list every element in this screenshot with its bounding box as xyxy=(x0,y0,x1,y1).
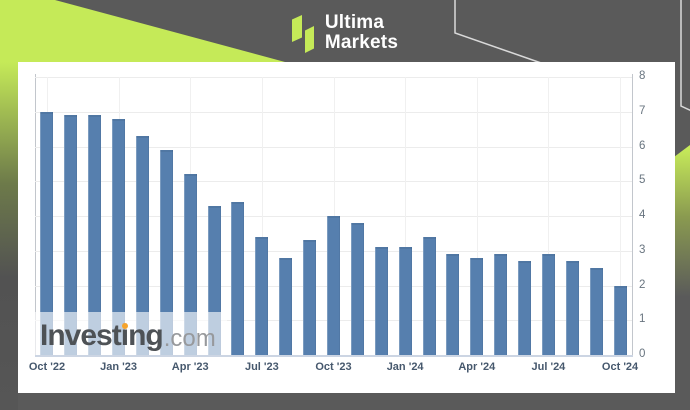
y-axis-line-left xyxy=(35,74,36,355)
bar xyxy=(541,254,555,355)
x-tick-label: Jan '24 xyxy=(386,361,424,373)
bar xyxy=(446,254,460,355)
x-tick-label: Apr '24 xyxy=(458,361,496,373)
y-tick-label: 2 xyxy=(639,278,646,291)
bar xyxy=(159,149,173,355)
x-tick-label: Oct '24 xyxy=(601,361,639,373)
bar xyxy=(303,240,317,355)
y-tick-label: 7 xyxy=(639,104,646,117)
bar xyxy=(398,247,412,355)
watermark-orange-dot-i: i xyxy=(120,319,129,352)
watermark-text-pre: Invest xyxy=(40,319,122,352)
bar xyxy=(64,115,78,355)
gridline-vertical xyxy=(548,77,550,355)
x-tick-label: Apr '23 xyxy=(171,361,209,373)
gridline-vertical xyxy=(405,77,407,355)
watermark-text-post: ng xyxy=(128,319,164,352)
ultima-markets-logo-icon xyxy=(291,15,314,53)
investing-watermark: Investing .com xyxy=(33,312,227,355)
bar xyxy=(422,236,436,355)
bar xyxy=(279,257,293,355)
brand-name: Ultima Markets xyxy=(325,13,398,52)
y-tick-label: 6 xyxy=(639,139,646,152)
x-tick-label: Jul '23 xyxy=(244,361,279,373)
bar xyxy=(88,115,102,355)
brand-header: Ultima Markets xyxy=(0,13,690,53)
decor-right-green-gradient-patch xyxy=(674,145,690,305)
gridline-vertical xyxy=(476,77,478,355)
bar xyxy=(565,261,579,355)
bar xyxy=(470,257,484,355)
bar xyxy=(494,254,508,355)
x-tick-label: Jul '24 xyxy=(531,361,566,373)
decor-left-green-gradient-strip xyxy=(0,62,18,410)
x-tick-label: Oct '23 xyxy=(315,361,352,373)
y-tick-label: 5 xyxy=(639,174,646,187)
bar xyxy=(255,236,269,355)
y-axis-labels: 0 1 2 3 4 5 6 7 8 xyxy=(639,62,673,393)
bar xyxy=(183,174,197,355)
plot-area xyxy=(35,74,633,357)
gridline-vertical xyxy=(261,77,263,355)
y-tick-label: 3 xyxy=(639,243,646,256)
bar xyxy=(135,136,149,355)
x-tick-label: Jan '23 xyxy=(100,361,138,373)
brand-name-line1: Ultima xyxy=(324,12,385,33)
y-tick-label: 0 xyxy=(639,348,646,360)
y-tick-label: 8 xyxy=(639,70,646,82)
investing-watermark-text: Investing xyxy=(40,319,164,352)
bar xyxy=(112,118,126,355)
y-axis-line-right xyxy=(632,74,633,355)
watermark-text-com: .com xyxy=(163,324,216,352)
y-tick-label: 1 xyxy=(639,313,646,326)
bar xyxy=(40,111,54,355)
x-axis-line xyxy=(35,355,633,357)
bar xyxy=(589,268,603,355)
bar xyxy=(327,216,340,355)
bar xyxy=(374,247,388,355)
bar xyxy=(231,202,245,355)
x-tick-label: Oct '22 xyxy=(28,361,66,373)
gridline-vertical xyxy=(620,77,622,355)
bar xyxy=(350,222,364,355)
brand-name-line2: Markets xyxy=(324,31,399,53)
bar xyxy=(613,285,627,355)
x-axis-labels: Oct '22 Jan '23 Apr '23 Jul '23 Oct '23 Jan '… xyxy=(29,361,638,381)
y-tick-label: 4 xyxy=(639,209,646,221)
bar xyxy=(518,261,532,355)
